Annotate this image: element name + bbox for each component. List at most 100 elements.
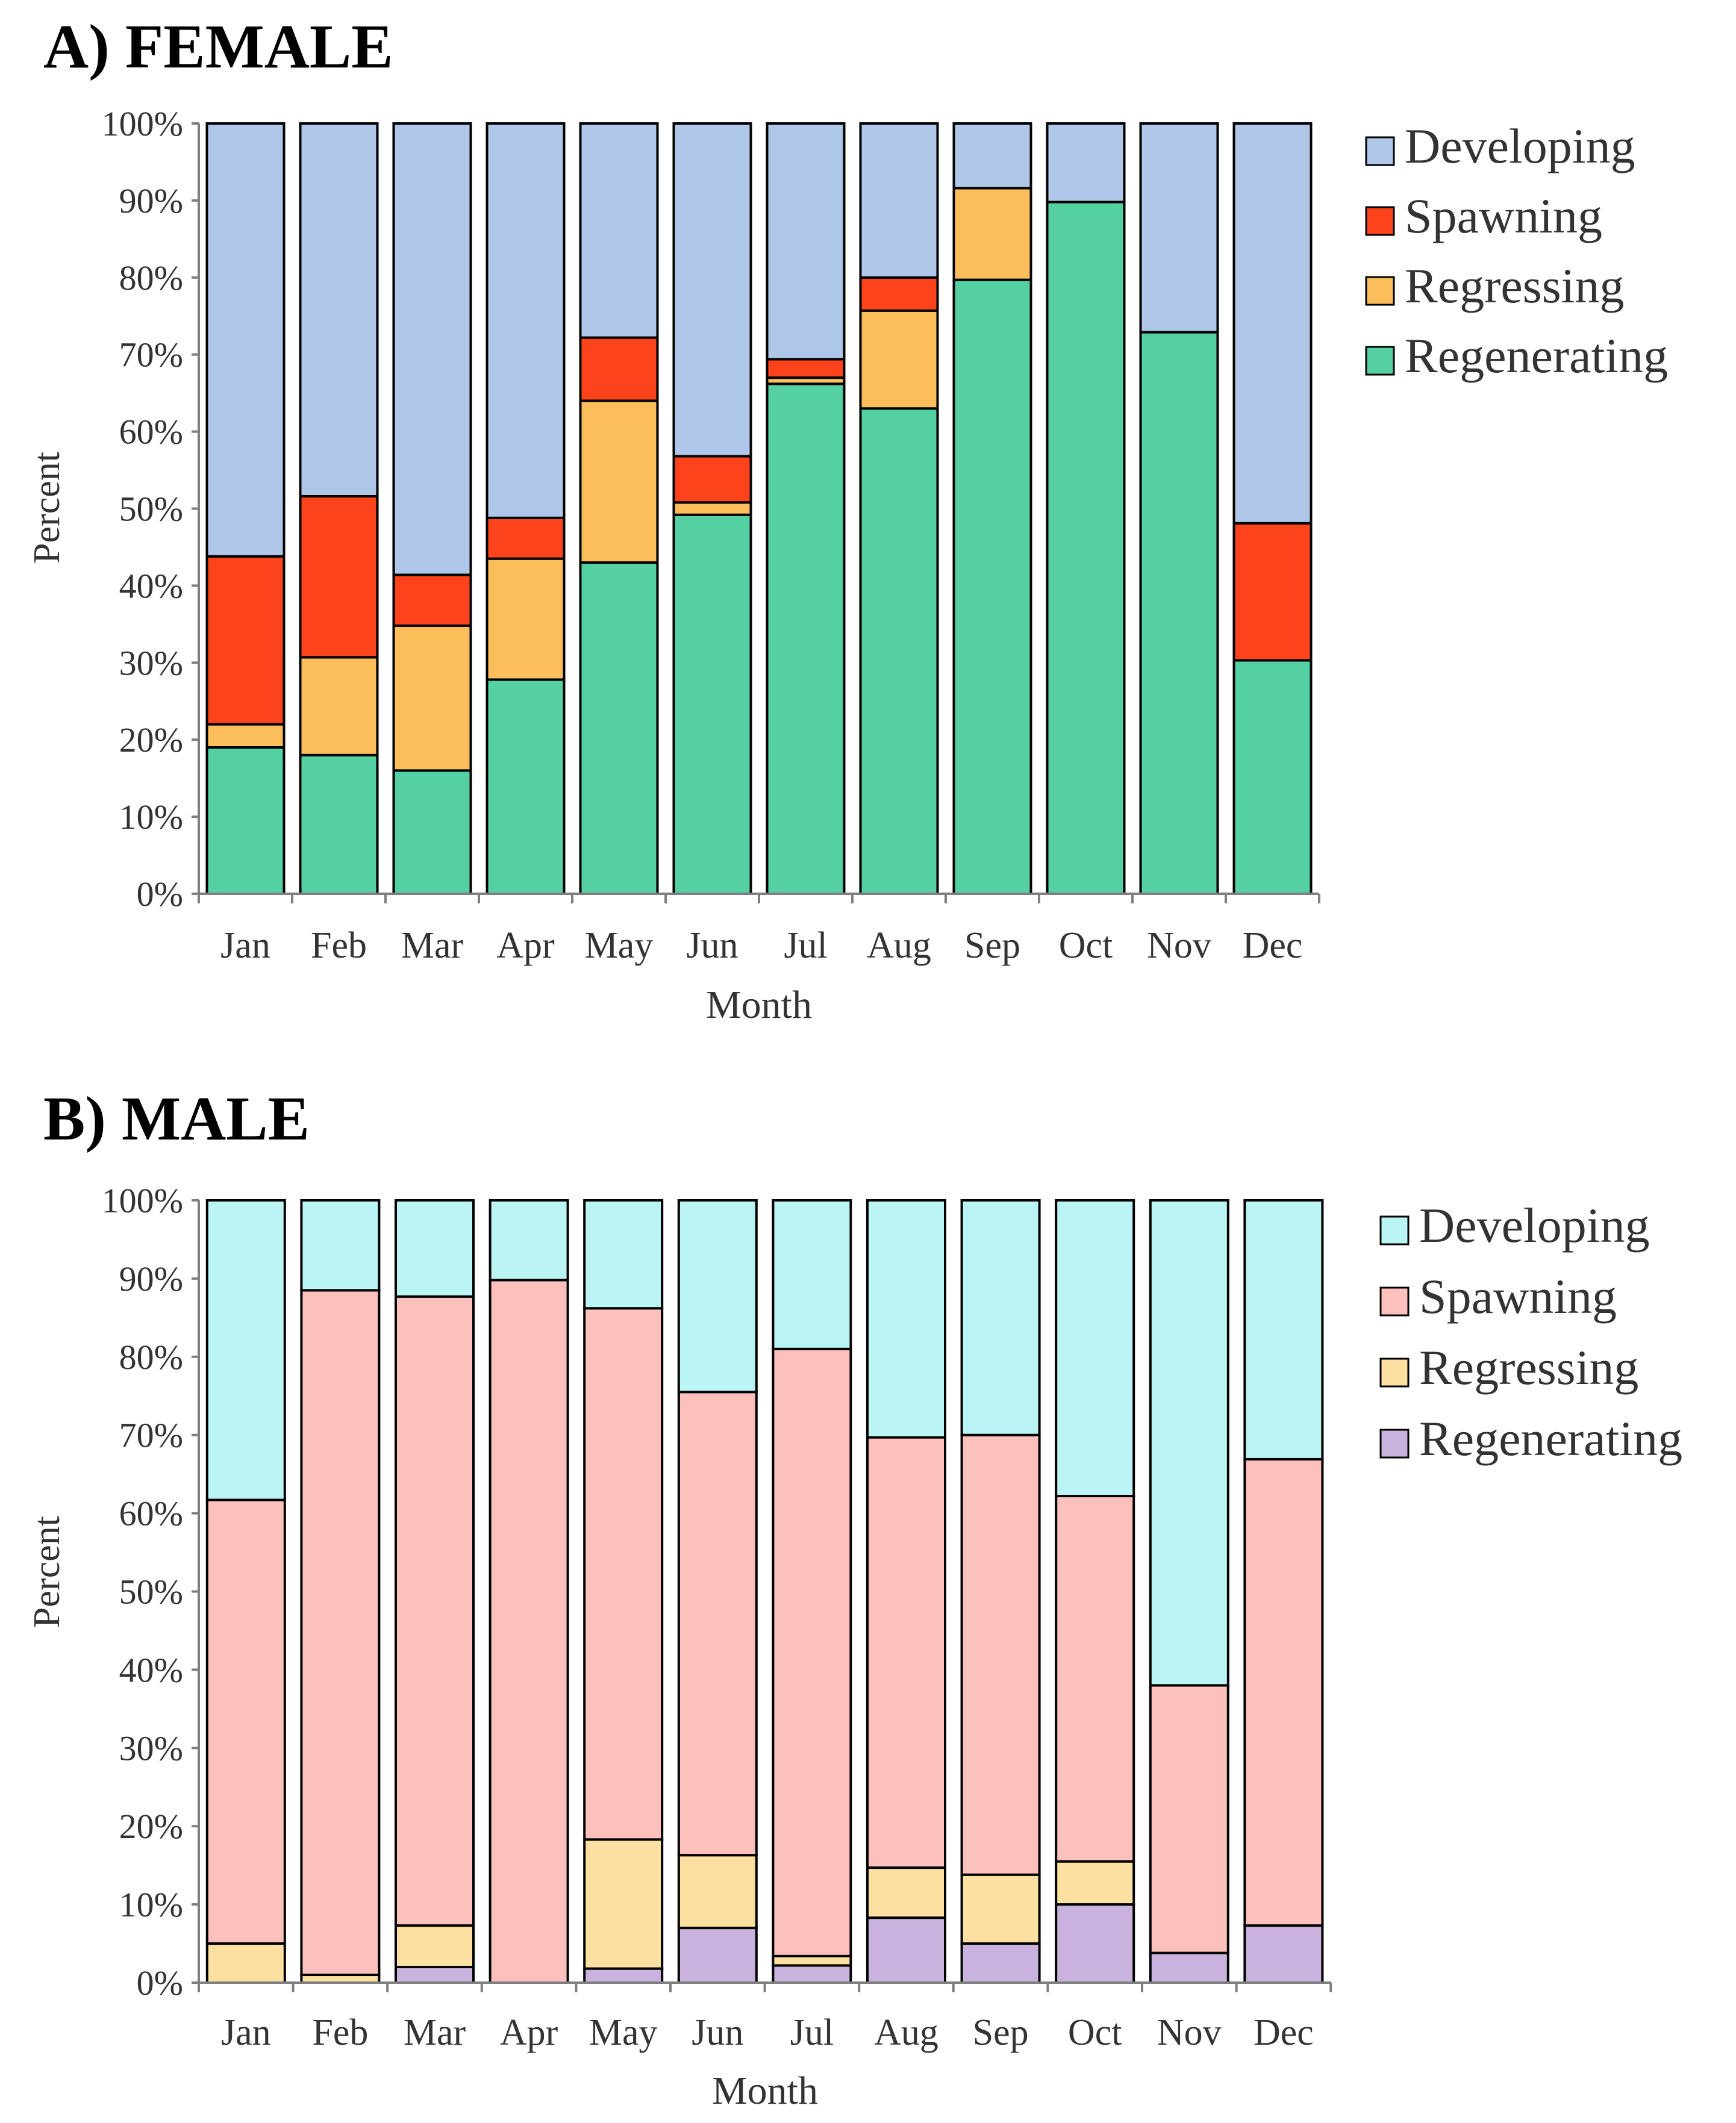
bar-segment-regressing-aug	[859, 309, 939, 410]
bar-segment-developing-jun	[672, 122, 752, 458]
x-tick-label: Apr	[496, 925, 555, 966]
bar-segment-spawning-may	[579, 336, 659, 402]
x-tick-label: Jul	[784, 925, 827, 966]
bar-segment-regenerating-oct	[1055, 1903, 1135, 1984]
y-tick-label: 90%	[119, 181, 183, 220]
legend-swatch-regressing	[1379, 1358, 1410, 1388]
bar-segment-spawning-feb	[300, 1289, 381, 1977]
y-tick-label: 20%	[119, 720, 183, 759]
bar-segment-developing-dec	[1243, 1199, 1324, 1461]
bar-segment-regressing-sep	[952, 187, 1032, 281]
bar-segment-spawning-dec	[1232, 522, 1313, 662]
bar-segment-regenerating-jan	[205, 746, 286, 895]
y-tick-label: 50%	[119, 1573, 183, 1612]
legend-label-developing: Developing	[1419, 1198, 1650, 1253]
x-tick-label: Nov	[1157, 2012, 1222, 2053]
legend-label-spawning: Spawning	[1405, 189, 1602, 243]
bar-segment-regressing-mar	[395, 1924, 475, 1969]
bar-segment-spawning-jan	[205, 555, 286, 726]
x-axis-label: Month	[712, 2069, 818, 2113]
bar-segment-developing-jun	[677, 1199, 758, 1394]
bar-segment-developing-apr	[489, 1199, 569, 1282]
bar-segment-spawning-oct	[1055, 1495, 1135, 1863]
x-tick-label: Aug	[867, 925, 931, 966]
legend-label-regenerating: Regenerating	[1419, 1411, 1682, 1466]
x-tick-label: Jun	[686, 925, 738, 966]
bar-segment-spawning-jan	[205, 1498, 286, 1945]
bar-segment-developing-apr	[486, 122, 566, 519]
bar-segment-spawning-feb	[299, 495, 379, 659]
x-axis-label: Month	[706, 983, 812, 1027]
x-tick-label: Mar	[401, 925, 464, 966]
bar-segment-regressing-oct	[1055, 1860, 1135, 1906]
x-tick-label: Jan	[220, 925, 270, 966]
x-tick-label: Sep	[973, 2012, 1029, 2053]
legend-swatch-developing	[1379, 1215, 1410, 1245]
bar-segment-spawning-dec	[1243, 1457, 1324, 1927]
bar-segment-spawning-jun	[672, 455, 752, 504]
x-tick-label: Oct	[1068, 2012, 1122, 2053]
y-tick-label: 0%	[137, 874, 183, 914]
bar-segment-developing-oct	[1046, 122, 1126, 204]
legend-label-regressing: Regressing	[1419, 1340, 1638, 1395]
y-tick-label: 30%	[119, 643, 183, 682]
bar-segment-regenerating-jul	[766, 382, 846, 895]
legend-label-spawning: Spawning	[1419, 1269, 1617, 1324]
bar-segment-spawning-apr	[486, 516, 566, 560]
bar-segment-spawning-mar	[395, 1295, 475, 1927]
x-tick-label: Feb	[311, 925, 367, 966]
bar-segment-developing-dec	[1232, 122, 1313, 525]
bar-segment-spawning-jul	[766, 358, 846, 379]
y-tick-label: 60%	[119, 1494, 183, 1533]
y-tick-label: 40%	[119, 566, 183, 605]
bar-segment-regressing-jun	[672, 501, 752, 516]
bar-segment-regenerating-mar	[392, 769, 472, 895]
bar-segment-regenerating-feb	[299, 753, 379, 896]
x-tick-label: Oct	[1059, 925, 1113, 966]
y-tick-label: 10%	[119, 797, 183, 837]
bar-segment-regressing-jun	[677, 1854, 758, 1930]
x-tick-label: Mar	[404, 2012, 466, 2053]
x-tick-label: Dec	[1243, 925, 1303, 966]
y-tick-label: 80%	[119, 258, 183, 298]
bar-segment-spawning-nov	[1149, 1684, 1229, 1954]
bar-segment-regenerating-aug	[866, 1916, 946, 1984]
bar-segment-regenerating-jun	[672, 513, 752, 895]
y-axis-label: Percent	[27, 1516, 67, 1628]
legend-label-regressing: Regressing	[1405, 258, 1624, 313]
x-tick-label: Dec	[1254, 2012, 1314, 2053]
y-tick-label: 100%	[102, 104, 183, 143]
bar-segment-developing-feb	[299, 122, 379, 498]
legend-swatch-developing	[1365, 136, 1395, 166]
chart-male: B) MALE Percent Month 0% 10% 20% 30% 40% 50% 6…	[27, 1084, 1682, 2113]
y-tick-label: 70%	[119, 335, 183, 375]
bar-segment-regenerating-dec	[1232, 659, 1313, 895]
x-tick-label: Apr	[500, 2012, 558, 2053]
y-tick-label: 90%	[119, 1259, 183, 1298]
bar-segment-regenerating-may	[579, 561, 659, 895]
bar-segment-regressing-jul	[772, 1954, 852, 1967]
y-tick-label: 40%	[119, 1650, 183, 1689]
bar-segment-regenerating-oct	[1046, 201, 1126, 895]
bar-segment-developing-sep	[960, 1199, 1041, 1436]
bar-segment-spawning-jul	[772, 1347, 852, 1957]
y-tick-label: 10%	[119, 1885, 183, 1924]
bar-segment-developing-aug	[866, 1199, 946, 1439]
y-tick-label: 20%	[119, 1807, 183, 1846]
bar-segment-regressing-jan	[205, 723, 286, 749]
bar-segment-developing-may	[579, 122, 659, 339]
x-tick-label: Jun	[692, 2012, 743, 2053]
y-tick-label: 50%	[119, 490, 183, 529]
bar-segment-regressing-apr	[486, 557, 566, 681]
y-axis-label: Percent	[27, 452, 67, 564]
y-tick-label: 100%	[102, 1181, 183, 1220]
bar-segment-developing-mar	[395, 1199, 475, 1298]
legend-swatch-regenerating	[1365, 346, 1395, 376]
bar-segment-spawning-mar	[392, 573, 472, 627]
x-tick-label: Jul	[790, 2012, 834, 2053]
legend-swatch-regenerating	[1379, 1429, 1410, 1459]
bar-segment-regenerating-sep	[960, 1942, 1041, 1984]
y-tick-label: 0%	[137, 1963, 183, 2003]
bar-segment-spawning-may	[583, 1307, 664, 1841]
